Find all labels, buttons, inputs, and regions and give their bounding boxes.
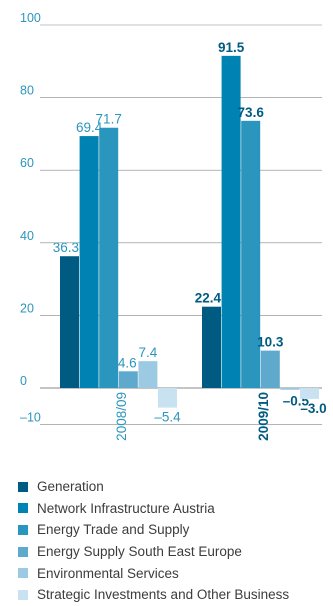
legend-item: Energy Supply South East Europe bbox=[18, 541, 289, 563]
legend-item: Environmental Services bbox=[18, 562, 289, 584]
data-label: 4.6 bbox=[118, 355, 137, 370]
bar bbox=[300, 388, 319, 399]
bar bbox=[79, 136, 99, 388]
legend-swatch bbox=[18, 546, 28, 557]
bar bbox=[202, 306, 221, 388]
category-label: 2008/09 bbox=[114, 392, 129, 441]
bar bbox=[158, 388, 177, 408]
legend-item: Generation bbox=[18, 476, 289, 498]
bar bbox=[99, 127, 119, 388]
data-label: –5.4 bbox=[154, 410, 181, 425]
legend-label: Environmental Services bbox=[37, 565, 179, 581]
bar bbox=[260, 350, 280, 388]
y-tick-label: –10 bbox=[20, 410, 41, 424]
legend-label: Energy Trade and Supply bbox=[37, 522, 190, 538]
bar bbox=[241, 120, 261, 388]
legend-label: Network Infrastructure Austria bbox=[37, 500, 215, 516]
data-label: 22.4 bbox=[195, 291, 222, 306]
data-label: 10.3 bbox=[257, 335, 284, 350]
bar bbox=[118, 371, 138, 388]
bar bbox=[280, 388, 300, 390]
y-tick-label: 40 bbox=[20, 229, 34, 243]
data-label: 69.4 bbox=[76, 120, 103, 135]
y-tick-label: 80 bbox=[20, 84, 34, 98]
y-tick-label: 100 bbox=[20, 11, 41, 25]
data-label: 36.3 bbox=[53, 240, 79, 255]
legend-swatch bbox=[18, 524, 28, 535]
legend-swatch bbox=[18, 481, 28, 492]
legend-item: Strategic Investments and Other Business bbox=[18, 584, 289, 606]
bar bbox=[221, 55, 241, 388]
category-label: 2009/10 bbox=[256, 392, 271, 441]
legend-swatch bbox=[18, 568, 28, 579]
legend-swatch bbox=[18, 589, 28, 600]
y-tick-label: 0 bbox=[20, 374, 27, 388]
data-label: 71.7 bbox=[96, 112, 122, 127]
bar bbox=[60, 256, 79, 388]
bar-chart: 100 80 60 40 20 0 –10 36.3 69.471.7 4.67.4 –5.4 200… bbox=[20, 11, 327, 441]
chart-legend: Generation Network Infrastructure Austria… bbox=[18, 476, 289, 606]
legend-label: Energy Supply South East Europe bbox=[37, 544, 242, 560]
data-label: –3.0 bbox=[300, 401, 326, 416]
data-label: 7.4 bbox=[139, 345, 158, 360]
bar bbox=[138, 361, 158, 388]
legend-swatch bbox=[18, 503, 28, 514]
data-label: 91.5 bbox=[218, 40, 245, 55]
y-tick-label: 20 bbox=[20, 301, 34, 315]
data-label: 73.6 bbox=[238, 105, 265, 120]
legend-label: Strategic Investments and Other Business bbox=[37, 587, 290, 603]
legend-label: Generation bbox=[37, 479, 104, 495]
legend-item: Energy Trade and Supply bbox=[18, 519, 289, 541]
legend-item: Network Infrastructure Austria bbox=[18, 498, 289, 520]
y-tick-label: 60 bbox=[20, 156, 34, 170]
